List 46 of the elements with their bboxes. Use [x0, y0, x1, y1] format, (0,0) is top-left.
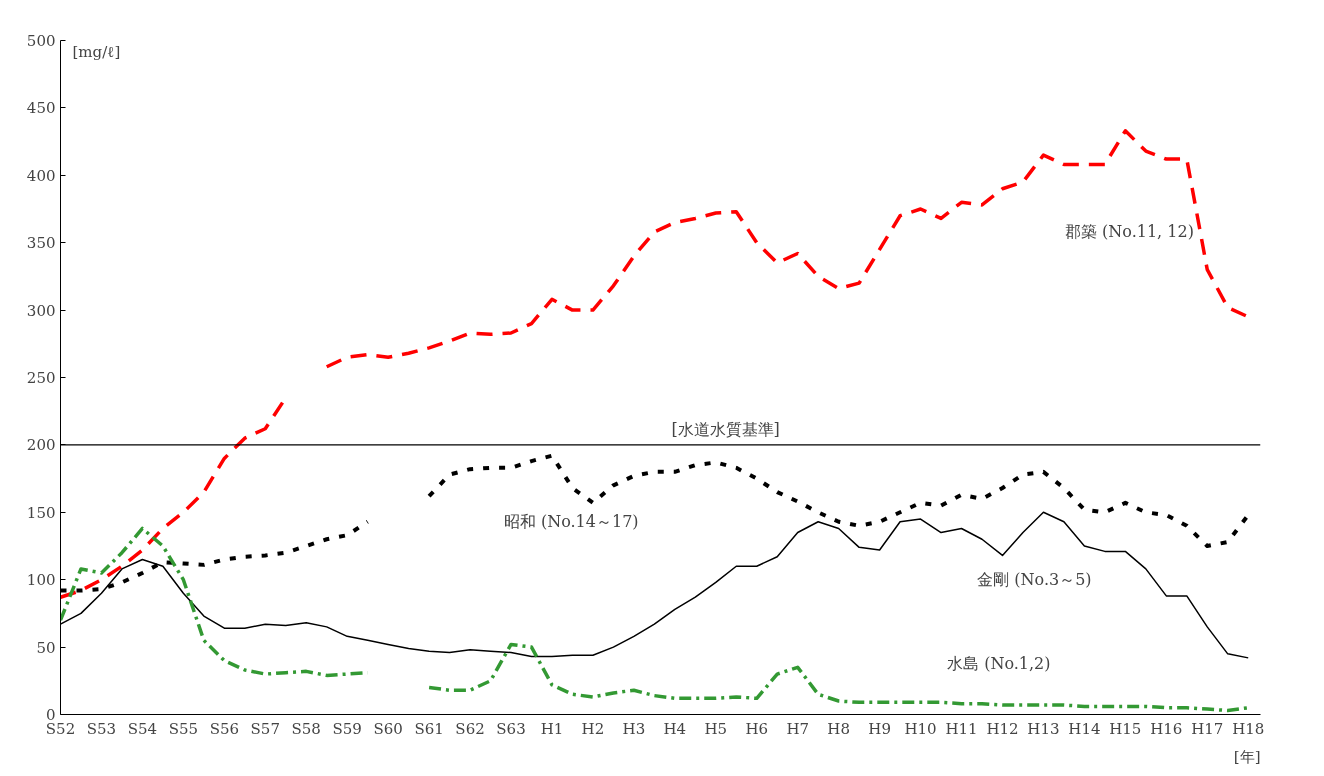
y-tick-label: 250 — [26, 369, 56, 387]
x-tick-label: H17 — [1191, 719, 1224, 738]
ref-line-label: [水道水質基準] — [671, 419, 780, 439]
series-label: 金剛 (No.3～5) — [977, 570, 1092, 590]
y-tick-label: 50 — [36, 638, 56, 657]
x-tick-label: H15 — [1109, 719, 1142, 738]
x-tick-label: S60 — [373, 719, 403, 738]
x-tick-label: H16 — [1150, 719, 1183, 738]
x-tick-label: H12 — [986, 719, 1019, 738]
x-tick-label: S59 — [332, 719, 362, 738]
x-tick-label: H14 — [1068, 719, 1101, 738]
y-tick-label: 350 — [26, 234, 56, 253]
x-tick-label: S58 — [291, 719, 321, 738]
y-axis-title: [mg/ℓ] — [72, 42, 121, 61]
x-tick-label: S57 — [250, 719, 280, 738]
x-tick-label: S56 — [209, 719, 240, 738]
y-tick-label: 150 — [26, 503, 56, 522]
x-tick-label: H1 — [540, 719, 564, 738]
x-tick-label: H11 — [945, 719, 978, 738]
x-tick-label: S61 — [414, 719, 444, 738]
x-tick-label: S63 — [496, 719, 526, 738]
series-label: 水島 (No.1,2) — [947, 653, 1051, 673]
y-tick-label: 500 — [26, 32, 56, 50]
x-tick-label: S62 — [455, 719, 485, 738]
series-label: 昭和 (No.14～17) — [503, 512, 639, 532]
x-tick-label: H6 — [745, 719, 769, 738]
x-tick-label: H7 — [786, 719, 810, 738]
x-tick-label: H2 — [581, 719, 605, 738]
y-tick-label: 300 — [26, 301, 56, 320]
x-tick-label: S55 — [168, 719, 199, 738]
y-tick-label: 450 — [26, 99, 56, 118]
y-tick-label: 200 — [26, 436, 56, 455]
x-tick-label: S54 — [127, 719, 158, 738]
x-tick-label: H8 — [827, 719, 850, 738]
x-tick-label: H13 — [1027, 719, 1060, 738]
y-tick-label: 100 — [26, 571, 56, 590]
series-label: 郡築 (No.11, 12) — [1064, 222, 1194, 242]
y-tick-label: 400 — [26, 166, 56, 185]
x-tick-label: H18 — [1232, 719, 1265, 738]
x-tick-label: H4 — [663, 719, 687, 738]
x-tick-label: H5 — [704, 719, 728, 738]
x-tick-label: H10 — [904, 719, 937, 738]
x-axis-title: [年] — [1233, 747, 1261, 766]
x-tick-label: H3 — [622, 719, 646, 738]
x-tick-label: S53 — [86, 719, 117, 738]
x-tick-label: H9 — [868, 719, 891, 738]
